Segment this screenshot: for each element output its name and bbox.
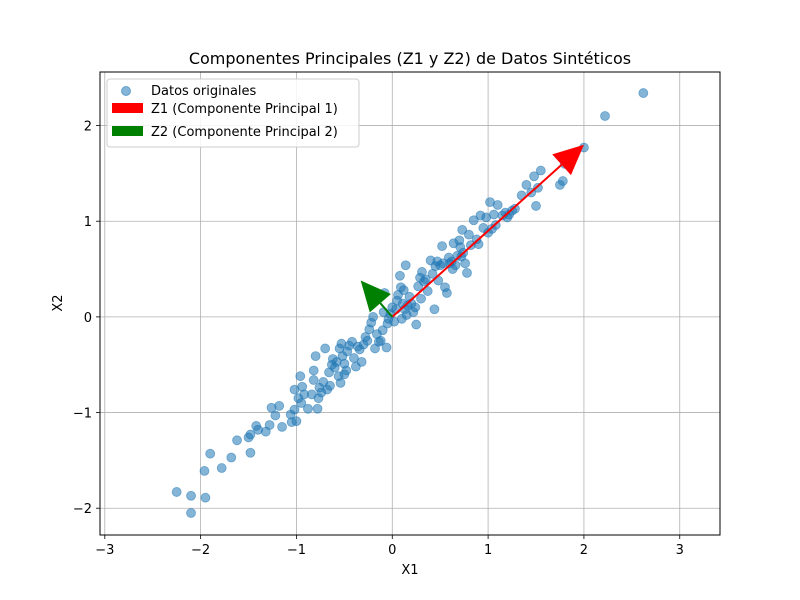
data-point: [375, 335, 386, 346]
y-tick-label: 2: [84, 120, 92, 135]
data-point: [303, 403, 313, 414]
data-point: [320, 343, 331, 354]
z1-arrow-shaft: [391, 164, 563, 318]
legend-patch-z2: [112, 126, 143, 136]
y-tick-label: 0: [84, 311, 92, 326]
x-tick-label: 2: [580, 543, 588, 558]
data-point: [296, 398, 307, 408]
z2-arrow-shaft: [379, 302, 394, 318]
data-point: [362, 335, 373, 346]
chart-title: Componentes Principales (Z1 y Z2) de Dat…: [189, 49, 631, 68]
z2-arrow-head: [360, 280, 391, 313]
data-point: [186, 508, 196, 518]
data-point: [460, 258, 471, 269]
data-point: [216, 463, 227, 473]
data-point: [638, 88, 649, 98]
data-point: [291, 416, 302, 427]
data-point: [368, 311, 379, 322]
data-point: [441, 288, 452, 298]
data-point: [356, 356, 367, 367]
data-point: [529, 171, 539, 182]
data-point: [422, 286, 433, 296]
data-point: [289, 404, 300, 415]
scatter-points: [171, 88, 649, 518]
data-point: [199, 466, 210, 476]
data-point: [171, 487, 182, 497]
x-axis-label: X1: [401, 563, 418, 578]
data-point: [600, 111, 610, 121]
y-tick-label: −1: [73, 407, 92, 422]
data-point: [417, 267, 427, 277]
data-point: [488, 209, 499, 220]
data-point: [274, 400, 285, 411]
data-point: [381, 342, 392, 353]
x-tick-label: 0: [388, 543, 396, 558]
legend-box: [106, 78, 360, 148]
data-point: [186, 490, 196, 501]
y-axis-label: X2: [51, 294, 66, 311]
data-point: [533, 182, 543, 193]
x-tick-label: −1: [287, 543, 306, 558]
data-point: [264, 420, 275, 430]
data-point: [521, 179, 532, 190]
legend-label-z2: Z2 (Componente Principal 2): [151, 125, 338, 140]
data-point: [464, 229, 474, 240]
data-point: [310, 351, 321, 362]
data-point: [557, 176, 568, 186]
data-point: [462, 267, 472, 278]
data-point: [200, 492, 211, 503]
x-tick-label: −3: [95, 543, 114, 558]
data-point: [341, 365, 352, 376]
legend-patch-z1: [112, 103, 143, 113]
data-point: [325, 380, 335, 391]
data-point: [531, 201, 541, 211]
data-point: [400, 260, 411, 271]
data-point: [420, 274, 431, 285]
data-point: [205, 448, 216, 459]
z1-arrow-head: [552, 144, 584, 176]
data-point: [312, 403, 323, 414]
y-tick-label: 1: [84, 215, 92, 230]
component-arrows: [360, 144, 584, 318]
data-point: [492, 200, 503, 210]
data-point: [535, 165, 546, 176]
plot-frame: [99, 71, 721, 536]
data-point: [457, 224, 468, 235]
data-point: [270, 410, 281, 421]
data-point: [429, 304, 440, 315]
data-point: [398, 285, 409, 296]
legend-marker-datos: [121, 86, 131, 96]
data-point: [395, 270, 405, 281]
x-tick-label: −2: [191, 543, 210, 558]
axis-ticks: −3 −2 −1 0 1 2 3 −2 −1 0 1 2: [73, 120, 684, 558]
legend: Datos originales Z1 (Componente Principa…: [106, 78, 360, 148]
y-tick-label: −2: [73, 502, 92, 517]
data-point: [245, 447, 256, 458]
data-point: [232, 435, 242, 446]
data-point: [308, 365, 319, 376]
data-point: [377, 325, 388, 336]
data-point: [308, 375, 319, 385]
data-point: [410, 302, 421, 313]
data-point: [295, 371, 306, 382]
data-point: [437, 241, 448, 252]
data-point: [416, 293, 426, 304]
x-tick-label: 1: [484, 543, 492, 558]
data-point: [226, 452, 237, 463]
legend-label-datos: Datos originales: [151, 84, 257, 99]
data-point: [245, 429, 256, 440]
data-point: [335, 377, 346, 388]
data-point: [411, 319, 422, 330]
x-tick-label: 3: [676, 543, 684, 558]
data-point: [277, 422, 287, 432]
legend-label-z1: Z1 (Componente Principal 1): [151, 102, 338, 117]
data-point: [468, 215, 479, 226]
data-point: [510, 203, 520, 214]
